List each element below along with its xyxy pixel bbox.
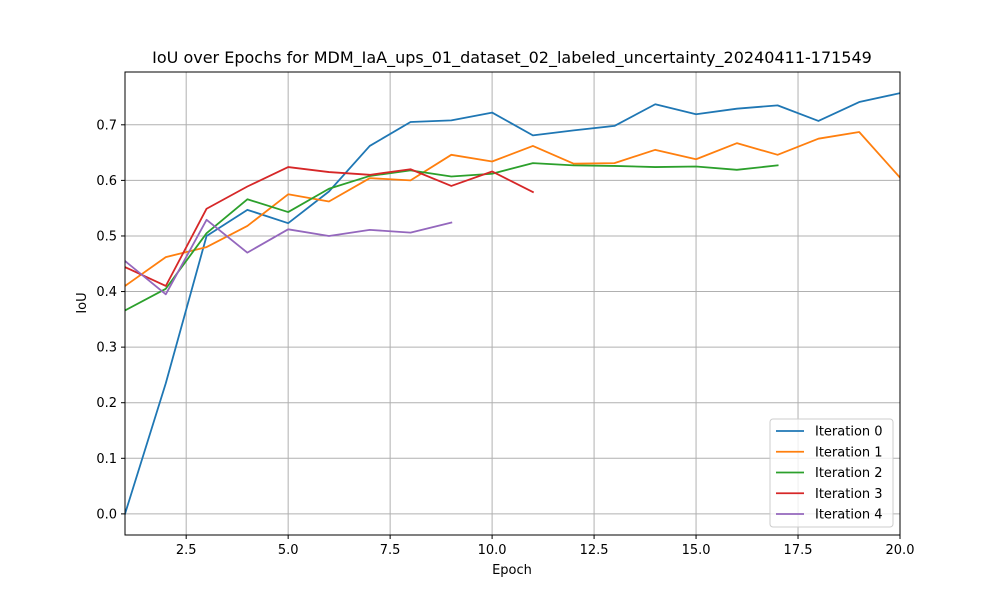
series-line-iteration-4 [125,218,453,296]
x-tick-label: 7.5 [380,543,401,558]
x-tick-label: 15.0 [682,543,711,558]
y-tick-label: 0.1 [96,452,117,467]
x-tick-label: 20.0 [886,543,915,558]
x-tick-label: 10.0 [478,543,507,558]
x-tick-label: 17.5 [784,543,813,558]
legend-box [769,418,894,528]
legend: Iteration 0 Iteration 1 Iteration 2 Iterati… [769,418,894,528]
plot-frame [124,71,901,536]
y-tick-label: 0.4 [96,285,117,300]
x-tick-label: 2.5 [176,543,197,558]
legend-label: Iteration 0 [815,425,883,440]
x-tick-label: 12.5 [580,543,609,558]
y-tick-label: 0.2 [96,396,117,411]
series-lines [125,92,900,516]
y-tick-label: 0.3 [96,341,117,356]
legend-label: Iteration 1 [815,445,883,460]
y-axis-title: IoU [75,292,90,313]
y-tick-label: 0.5 [96,229,117,244]
y-tick-label: 0.6 [96,174,117,189]
series-line-iteration-2 [125,162,779,312]
series-line-iteration-3 [125,166,535,287]
y-tick-label: 0.7 [96,118,117,133]
series-line-iteration-0 [125,92,900,516]
y-tick-label: 0.0 [96,507,117,522]
x-tick-label: 5.0 [278,543,299,558]
y-axis-ticks: 0.0 0.1 0.2 0.3 0.4 0.5 0.6 0.7 [96,118,125,522]
series-line-iteration-1 [125,131,900,288]
x-axis-ticks: 2.5 5.0 7.5 10.0 12.5 15.0 17.5 20.0 [176,535,915,558]
chart-title: IoU over Epochs for MDM_IaA_ups_01_datas… [152,48,872,68]
legend-label: Iteration 3 [815,487,883,502]
legend-label: Iteration 4 [815,508,883,523]
x-axis-title: Epoch [492,563,532,578]
legend-label: Iteration 2 [815,466,883,481]
